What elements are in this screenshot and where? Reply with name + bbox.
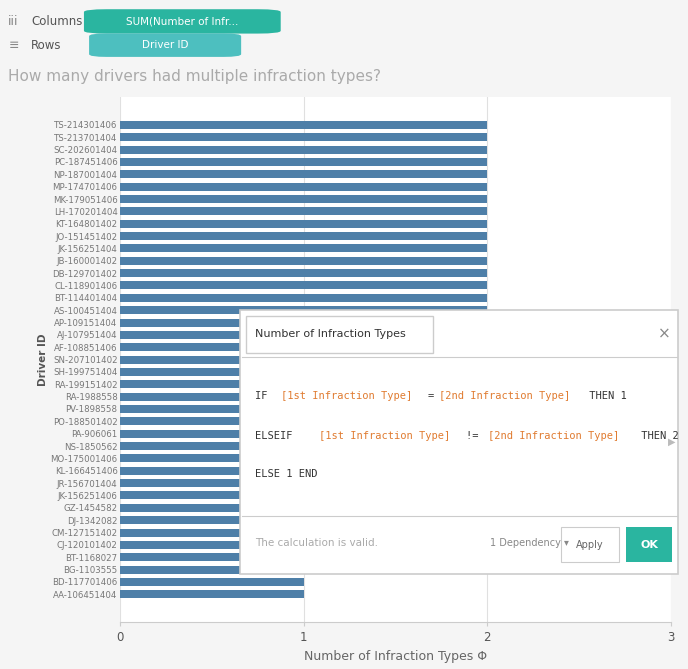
Text: [1st Infraction Type]: [1st Infraction Type] bbox=[281, 391, 412, 401]
Bar bbox=[120, 405, 304, 413]
Text: IF: IF bbox=[255, 391, 274, 401]
Bar bbox=[120, 146, 487, 154]
Text: The calculation is valid.: The calculation is valid. bbox=[255, 539, 378, 548]
FancyBboxPatch shape bbox=[625, 527, 672, 562]
Bar bbox=[120, 269, 487, 277]
Bar bbox=[120, 467, 304, 475]
Text: 1 Dependency ▾: 1 Dependency ▾ bbox=[491, 539, 569, 548]
Bar bbox=[120, 331, 487, 339]
Bar bbox=[120, 158, 487, 166]
Bar bbox=[120, 454, 304, 462]
Bar bbox=[120, 429, 304, 438]
FancyBboxPatch shape bbox=[239, 310, 678, 574]
FancyBboxPatch shape bbox=[89, 33, 241, 57]
Text: ×: × bbox=[658, 327, 671, 342]
Text: ≡: ≡ bbox=[8, 39, 19, 52]
Text: ELSE 1 END: ELSE 1 END bbox=[255, 469, 318, 478]
Bar bbox=[120, 257, 487, 265]
Bar bbox=[120, 578, 304, 586]
Bar bbox=[120, 232, 487, 240]
Text: iii: iii bbox=[8, 15, 19, 28]
Bar bbox=[120, 306, 487, 314]
Text: [2nd Infraction Type]: [2nd Infraction Type] bbox=[439, 391, 570, 401]
Text: Columns: Columns bbox=[31, 15, 83, 28]
Text: How many drivers had multiple infraction types?: How many drivers had multiple infraction… bbox=[8, 70, 381, 84]
Bar bbox=[120, 492, 304, 500]
Bar bbox=[120, 442, 304, 450]
Text: !=: != bbox=[466, 432, 484, 441]
Text: SUM(Number of Infr...: SUM(Number of Infr... bbox=[126, 17, 239, 26]
Bar bbox=[120, 380, 304, 388]
Text: THEN 1: THEN 1 bbox=[583, 391, 627, 401]
FancyBboxPatch shape bbox=[246, 316, 433, 353]
Bar bbox=[120, 121, 487, 129]
Bar bbox=[120, 355, 304, 364]
Bar bbox=[120, 590, 304, 598]
FancyBboxPatch shape bbox=[561, 527, 619, 562]
Text: [1st Infraction Type]: [1st Infraction Type] bbox=[319, 432, 451, 441]
Text: Apply: Apply bbox=[577, 540, 604, 549]
Text: Rows: Rows bbox=[31, 39, 61, 52]
Text: ▶: ▶ bbox=[667, 437, 675, 446]
Bar bbox=[120, 318, 487, 326]
Bar bbox=[120, 393, 304, 401]
Bar bbox=[120, 133, 487, 141]
Bar bbox=[120, 417, 304, 425]
Bar bbox=[120, 553, 304, 561]
Bar bbox=[120, 294, 487, 302]
X-axis label: Number of Infraction Types Φ: Number of Infraction Types Φ bbox=[304, 650, 487, 663]
Bar bbox=[120, 368, 304, 376]
Bar bbox=[120, 244, 487, 252]
Bar bbox=[120, 219, 487, 227]
Text: =: = bbox=[427, 391, 433, 401]
Bar bbox=[120, 516, 304, 524]
Bar bbox=[120, 541, 304, 549]
Bar bbox=[120, 343, 487, 351]
Text: OK: OK bbox=[641, 540, 658, 549]
Text: Number of Infraction Types: Number of Infraction Types bbox=[255, 330, 406, 339]
Bar bbox=[120, 183, 487, 191]
Text: Driver ID: Driver ID bbox=[142, 40, 189, 50]
Bar bbox=[120, 207, 487, 215]
Y-axis label: Driver ID: Driver ID bbox=[38, 333, 47, 386]
Text: [2nd Infraction Type]: [2nd Infraction Type] bbox=[488, 432, 619, 441]
Bar bbox=[120, 282, 487, 290]
Bar bbox=[120, 479, 304, 487]
Bar bbox=[120, 529, 304, 537]
Bar bbox=[120, 171, 487, 179]
FancyBboxPatch shape bbox=[84, 9, 281, 33]
Bar bbox=[120, 195, 487, 203]
Text: THEN 2: THEN 2 bbox=[634, 432, 678, 441]
Bar bbox=[120, 504, 304, 512]
Text: ELSEIF: ELSEIF bbox=[255, 432, 299, 441]
Bar bbox=[120, 565, 304, 573]
